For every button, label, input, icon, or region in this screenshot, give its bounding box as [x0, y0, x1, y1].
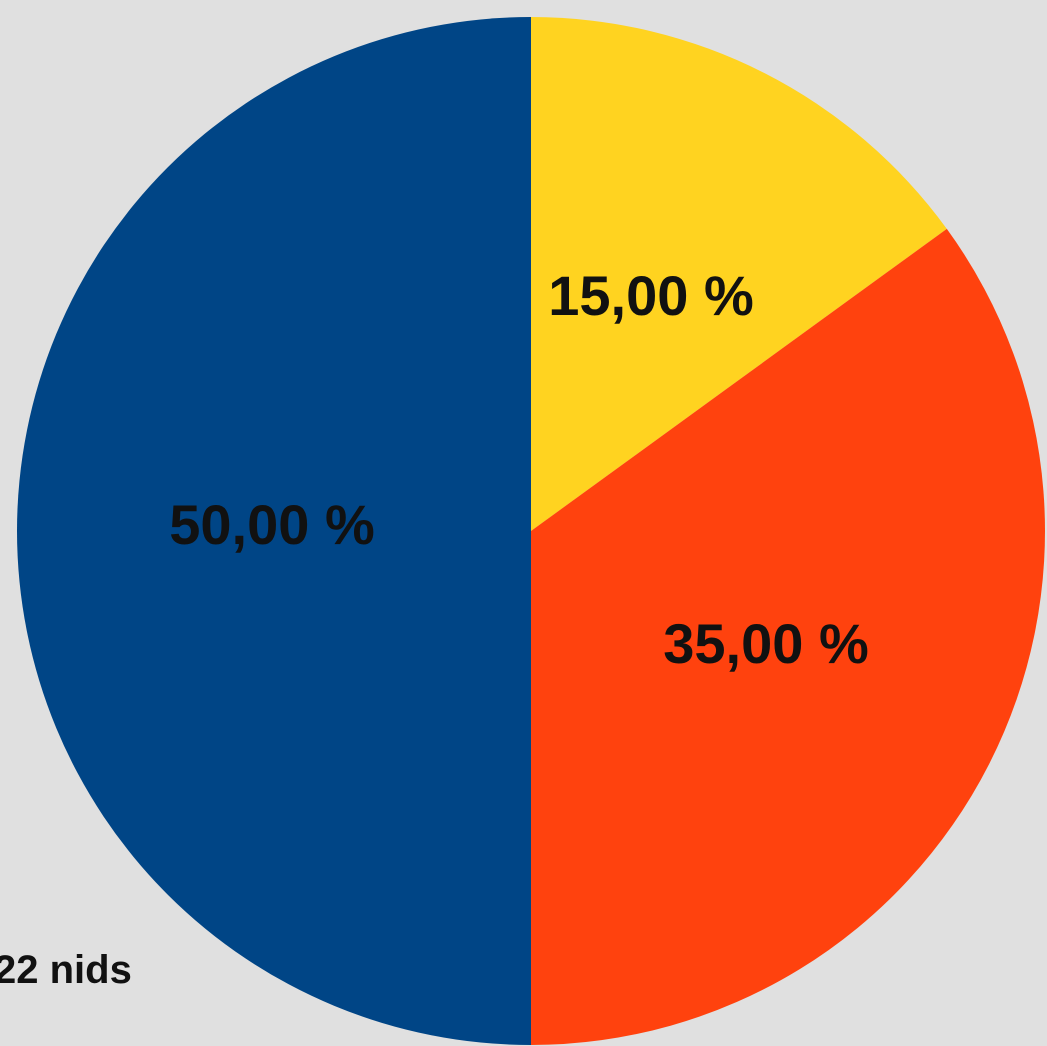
pie-slice	[531, 17, 947, 531]
pie-slices	[17, 17, 1045, 1045]
chart-annotation: 22 nids	[0, 948, 132, 992]
pie-slice	[531, 228, 1045, 1045]
pie-slice	[17, 17, 531, 1045]
slice-label: 50,00 %	[169, 493, 375, 556]
slice-label: 15,00 %	[548, 264, 754, 327]
slice-label: 35,00 %	[663, 612, 869, 675]
pie-labels: 15,00 % 35,00 % 50,00 %	[169, 264, 869, 675]
